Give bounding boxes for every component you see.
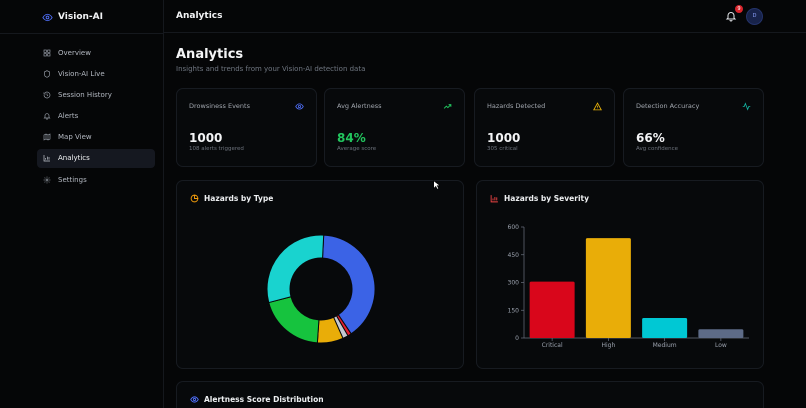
donut-slice-5[interactable] bbox=[266, 234, 325, 304]
page-subtitle: Insights and trends from your Vision-AI … bbox=[176, 65, 366, 73]
pie-chart-icon bbox=[190, 194, 199, 203]
y-tick-label: 300 bbox=[508, 280, 520, 287]
trending-up-icon bbox=[443, 104, 452, 109]
user-avatar[interactable]: D bbox=[746, 8, 763, 25]
history-icon bbox=[43, 91, 51, 99]
eye-logo-icon bbox=[42, 13, 53, 21]
stat-label: Detection Accuracy bbox=[636, 102, 700, 110]
sidebar-item-label: Analytics bbox=[58, 154, 90, 163]
hazards-by-severity-panel: Hazards by Severity 0 150 300 450 600 Critica… bbox=[476, 180, 764, 369]
stat-value: 1000 bbox=[487, 131, 521, 145]
bar-chart-icon bbox=[490, 195, 498, 203]
donut-slice-4[interactable] bbox=[268, 296, 320, 344]
stat-value: 1000 bbox=[189, 131, 223, 145]
bar-medium[interactable] bbox=[642, 318, 688, 338]
y-tick-label: 600 bbox=[508, 224, 520, 231]
activity-icon bbox=[742, 102, 751, 111]
brand-name: Vision-AI bbox=[58, 12, 103, 22]
stat-label: Hazards Detected bbox=[487, 102, 546, 110]
y-tick-label: 150 bbox=[508, 307, 520, 314]
sidebar-item-alerts[interactable]: Alerts bbox=[37, 107, 155, 126]
sidebar-nav: Overview Vision-AI Live Session History … bbox=[37, 43, 155, 191]
eye-icon bbox=[190, 396, 199, 403]
stat-subtext: 305 critical bbox=[487, 146, 518, 152]
hazards-by-severity-bar-chart: 0 150 300 450 600 Critical High Medium Low bbox=[508, 224, 749, 349]
x-tick-label: Critical bbox=[542, 342, 563, 349]
notification-count-badge: 9 bbox=[735, 5, 743, 13]
hazards-by-type-donut-chart bbox=[266, 234, 376, 344]
sidebar-item-settings[interactable]: Settings bbox=[37, 170, 155, 189]
stat-subtext: Average score bbox=[337, 146, 377, 152]
stat-label: Drowsiness Events bbox=[189, 102, 250, 110]
panel-title-text: Alertness Score Distribution bbox=[204, 395, 324, 404]
panel-title-text: Hazards by Type bbox=[204, 194, 274, 203]
sidebar-divider bbox=[0, 33, 164, 34]
bar-low[interactable] bbox=[698, 329, 744, 338]
y-tick-label: 450 bbox=[508, 252, 520, 259]
brand[interactable]: Vision-AI bbox=[42, 10, 103, 24]
bell-icon bbox=[43, 113, 51, 120]
stat-subtext: Avg confidence bbox=[636, 146, 679, 152]
stat-card-detection-accuracy: Detection Accuracy 66% Avg confidence bbox=[623, 88, 764, 167]
stat-value: 84% bbox=[337, 131, 366, 145]
sidebar-item-vision-ai-live[interactable]: Vision-AI Live bbox=[37, 64, 155, 83]
mouse-cursor-icon bbox=[433, 180, 440, 190]
stat-value: 66% bbox=[636, 131, 665, 145]
bar-chart-icon bbox=[43, 155, 50, 162]
sidebar-item-label: Overview bbox=[58, 48, 91, 57]
sidebar-item-session-history[interactable]: Session History bbox=[37, 85, 155, 104]
bar-critical[interactable] bbox=[529, 281, 575, 338]
stat-label: Avg Alertness bbox=[337, 102, 382, 110]
grid-icon bbox=[43, 49, 51, 56]
stat-card-hazards-detected: Hazards Detected 1000 305 critical bbox=[474, 88, 615, 167]
sidebar-item-label: Session History bbox=[58, 90, 112, 99]
panel-title-text: Hazards by Severity bbox=[504, 194, 589, 203]
panel-title: Alertness Score Distribution bbox=[190, 395, 324, 404]
sidebar-item-label: Alerts bbox=[58, 112, 79, 121]
notification-bell-icon[interactable] bbox=[725, 10, 737, 22]
map-icon bbox=[43, 133, 51, 141]
alertness-distribution-panel: Alertness Score Distribution bbox=[176, 381, 764, 408]
sidebar-item-label: Settings bbox=[58, 175, 87, 184]
page-title: Analytics bbox=[176, 47, 244, 62]
stat-subtext: 108 alerts triggered bbox=[189, 146, 244, 152]
bar-high[interactable] bbox=[585, 238, 631, 338]
sidebar-item-label: Map View bbox=[58, 133, 92, 142]
x-tick-label: Low bbox=[715, 342, 727, 349]
topbar: Analytics 9 D bbox=[164, 0, 806, 33]
warning-triangle-icon bbox=[593, 102, 602, 111]
sidebar-item-label: Vision-AI Live bbox=[58, 69, 105, 78]
donut-slice-0[interactable] bbox=[322, 234, 376, 335]
panel-title: Hazards by Severity bbox=[490, 194, 589, 203]
topbar-title: Analytics bbox=[176, 11, 223, 21]
hazards-by-type-panel: Hazards by Type bbox=[176, 180, 464, 369]
x-tick-label: High bbox=[601, 342, 615, 349]
eye-icon bbox=[295, 103, 304, 110]
gear-icon bbox=[43, 176, 51, 183]
sidebar-item-overview[interactable]: Overview bbox=[37, 43, 155, 62]
sidebar: Vision-AI Overview Vision-AI Live Sessio… bbox=[0, 0, 164, 408]
stat-card-drowsiness-events: Drowsiness Events 1000 108 alerts trigge… bbox=[176, 88, 317, 167]
panel-title: Hazards by Type bbox=[190, 194, 273, 203]
sidebar-item-map-view[interactable]: Map View bbox=[37, 128, 155, 147]
y-tick-label: 0 bbox=[515, 335, 519, 342]
sidebar-item-analytics[interactable]: Analytics bbox=[37, 148, 155, 168]
x-tick-label: Medium bbox=[653, 342, 677, 349]
stat-card-avg-alertness: Avg Alertness 84% Average score bbox=[324, 88, 465, 167]
shield-icon bbox=[44, 69, 50, 78]
